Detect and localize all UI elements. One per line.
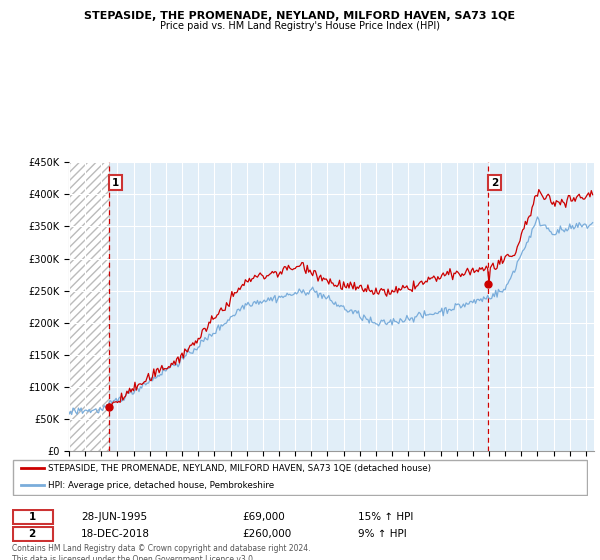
Text: 15% ↑ HPI: 15% ↑ HPI	[358, 512, 413, 522]
Text: 2: 2	[29, 529, 36, 539]
Text: 1: 1	[29, 512, 36, 522]
Text: STEPASIDE, THE PROMENADE, NEYLAND, MILFORD HAVEN, SA73 1QE (detached house): STEPASIDE, THE PROMENADE, NEYLAND, MILFO…	[48, 464, 431, 473]
Text: Contains HM Land Registry data © Crown copyright and database right 2024.
This d: Contains HM Land Registry data © Crown c…	[12, 544, 311, 560]
FancyBboxPatch shape	[13, 460, 587, 495]
Text: 18-DEC-2018: 18-DEC-2018	[81, 529, 150, 539]
Text: 28-JUN-1995: 28-JUN-1995	[81, 512, 147, 522]
Text: STEPASIDE, THE PROMENADE, NEYLAND, MILFORD HAVEN, SA73 1QE: STEPASIDE, THE PROMENADE, NEYLAND, MILFO…	[85, 11, 515, 21]
Text: £69,000: £69,000	[242, 512, 285, 522]
Text: 2: 2	[491, 178, 498, 188]
Text: £260,000: £260,000	[242, 529, 292, 539]
Bar	[109, 162, 594, 451]
Text: 9% ↑ HPI: 9% ↑ HPI	[358, 529, 406, 539]
Bar	[69, 162, 109, 451]
Text: HPI: Average price, detached house, Pembrokeshire: HPI: Average price, detached house, Pemb…	[48, 481, 274, 490]
FancyBboxPatch shape	[13, 510, 53, 524]
FancyBboxPatch shape	[13, 526, 53, 541]
Text: Price paid vs. HM Land Registry's House Price Index (HPI): Price paid vs. HM Land Registry's House …	[160, 21, 440, 31]
Text: 1: 1	[112, 178, 119, 188]
